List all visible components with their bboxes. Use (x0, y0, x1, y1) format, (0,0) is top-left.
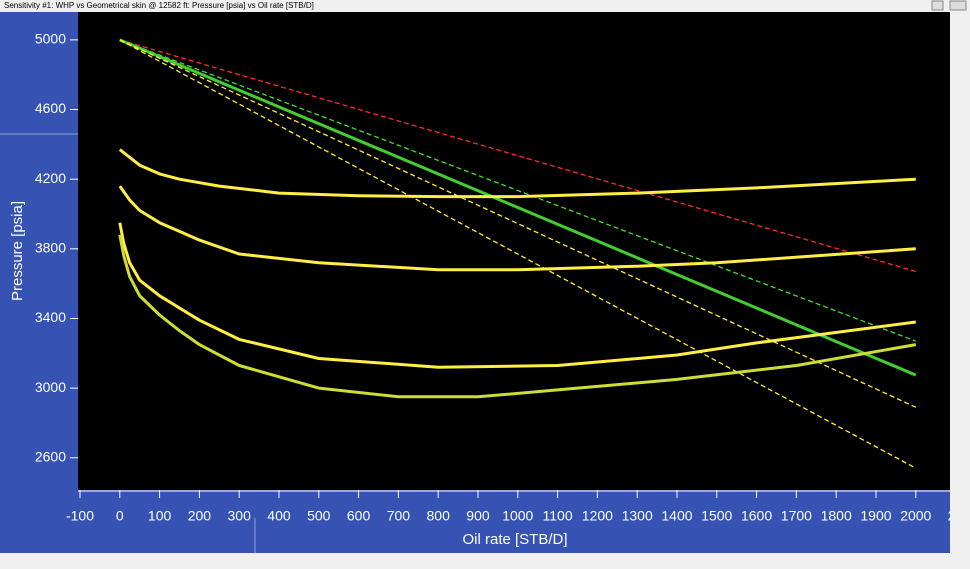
x-tick-label: 1200 (582, 508, 613, 524)
window-controls[interactable] (931, 0, 967, 11)
y-tick-label: 4200 (35, 170, 66, 186)
x-axis: -100 0 100 200 300 400 500 600 700 800 900 1000 1100… (66, 490, 964, 524)
x-tick-label: 600 (347, 508, 371, 524)
x-tick-label: 1900 (860, 508, 891, 524)
y-axis-label: Pressure [psia] (9, 201, 26, 301)
x-tick-label: 1700 (781, 508, 812, 524)
series-line (118, 222, 916, 369)
x-tick-label: 400 (267, 508, 291, 524)
y-axis: 2600 3000 3400 3800 4200 4600 5000 (35, 31, 78, 464)
series-line (119, 39, 916, 273)
y-tick-label: 2600 (35, 448, 66, 464)
y-tick-label: 3400 (35, 309, 66, 325)
series-group (118, 38, 917, 469)
window-title: Sensitivity #1: WHP vs Geometrical skin … (4, 1, 314, 10)
x-tick-label: 2000 (900, 508, 931, 524)
y-tick-label: 3000 (35, 379, 66, 395)
series-line (118, 148, 916, 199)
x-tick-label: 300 (228, 508, 252, 524)
series-line (118, 234, 917, 399)
restore-button[interactable] (931, 0, 944, 11)
x-tick-label: 700 (387, 508, 411, 524)
x-tick-label: 1100 (543, 508, 573, 524)
series-line (119, 39, 917, 469)
x-tick-label: 200 (188, 508, 212, 524)
close-button[interactable] (949, 0, 967, 11)
x-tick-label: 1300 (622, 508, 653, 524)
x-tick-label: 21 (948, 508, 964, 524)
series-line (119, 38, 917, 377)
x-tick-label: 1800 (821, 508, 852, 524)
x-tick-label: 0 (116, 508, 124, 524)
series-line (119, 39, 917, 342)
y-tick-label: 5000 (35, 31, 66, 47)
x-tick-label: 100 (148, 508, 172, 524)
x-tick-label: 1000 (502, 508, 533, 524)
x-tick-label: 500 (307, 508, 331, 524)
y-tick-label: 3800 (35, 240, 66, 256)
series-line (118, 185, 916, 272)
x-tick-label: 900 (466, 508, 490, 524)
y-tick-label: 4600 (35, 100, 66, 116)
plot-area (78, 12, 950, 490)
x-tick-label: 1400 (661, 508, 692, 524)
x-axis-label: Oil rate [STB/D] (462, 531, 567, 548)
x-axis-panel (0, 490, 950, 553)
x-tick-label: 1600 (741, 508, 772, 524)
x-tick-label: -100 (66, 508, 94, 524)
x-tick-label: 1500 (701, 508, 732, 524)
series-line (119, 39, 917, 408)
x-tick-label: 800 (427, 508, 451, 524)
y-axis-panel (0, 12, 78, 490)
